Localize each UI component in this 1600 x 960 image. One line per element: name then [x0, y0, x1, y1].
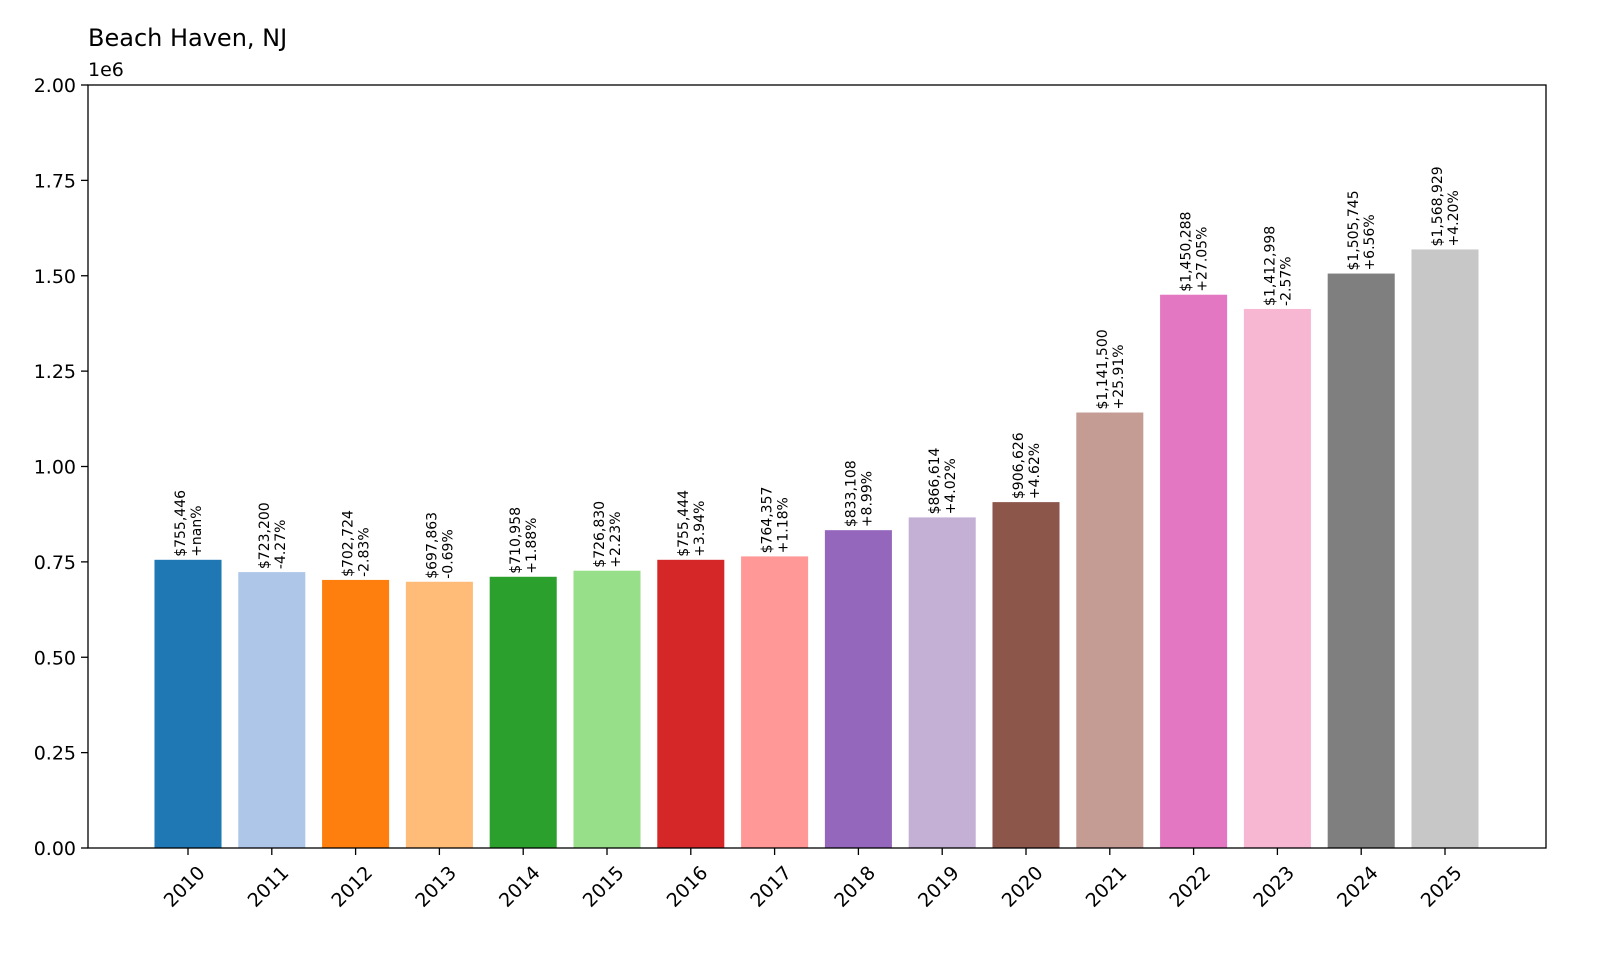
bar-label-2015: $726,830 +2.23%: [592, 501, 624, 568]
bar-value-label: $1,450,288: [1179, 212, 1195, 292]
y-axis-offset-label: 1e6: [88, 59, 124, 81]
x-tick-label: 2015: [579, 862, 629, 912]
bar-change-label: +3.94%: [692, 501, 708, 557]
x-tick-label: 2011: [244, 862, 294, 912]
y-tick-label: 1.75: [34, 170, 76, 192]
bar-labels-group: $755,446 +nan% $723,200 -4.27% $702,724 -2.83…: [173, 166, 1462, 578]
bar-change-label: +6.56%: [1362, 214, 1378, 270]
bar-change-label: +1.88%: [524, 518, 540, 574]
x-tick-label: 2013: [411, 862, 461, 912]
bar-2010: [154, 559, 222, 848]
bars-group: [154, 249, 1479, 849]
y-tick-label: 1.25: [34, 361, 76, 383]
bar-label-2018: $833,108 +8.99%: [843, 460, 875, 527]
bar-label-2019: $866,614 +4.02%: [927, 447, 959, 514]
bar-value-label: $710,958: [508, 507, 524, 574]
bar-change-label: -2.57%: [1278, 256, 1294, 306]
bar-value-label: $723,200: [257, 502, 273, 569]
y-tick-label: 2.00: [34, 75, 76, 97]
x-tick-label: 2025: [1417, 862, 1467, 912]
bar-label-2016: $755,444 +3.94%: [676, 490, 708, 557]
x-tick-label: 2016: [663, 862, 713, 912]
bar-value-label: $866,614: [927, 447, 943, 514]
bar-value-label: $755,446: [173, 490, 189, 557]
bar-2018: [824, 530, 892, 848]
bar-2019: [908, 517, 976, 848]
bar-change-label: +4.02%: [943, 458, 959, 514]
bar-label-2017: $764,357 +1.18%: [760, 487, 792, 554]
bar-label-2023: $1,412,998 -2.57%: [1262, 226, 1294, 306]
bar-label-2011: $723,200 -4.27%: [257, 502, 289, 569]
x-tick-label: 2020: [998, 862, 1048, 912]
chart-title: Beach Haven, NJ: [88, 24, 287, 52]
bar-label-2022: $1,450,288 +27.05%: [1179, 212, 1211, 292]
bar-2023: [1243, 308, 1311, 848]
bar-label-2024: $1,505,745 +6.56%: [1346, 190, 1378, 270]
bar-value-label: $1,505,745: [1346, 190, 1362, 270]
bar-2022: [1160, 294, 1228, 849]
bar-label-2012: $702,724 -2.83%: [341, 510, 373, 577]
bar-change-label: +27.05%: [1195, 227, 1211, 292]
bar-change-label: +25.91%: [1111, 344, 1127, 409]
bar-value-label: $1,141,500: [1095, 329, 1111, 409]
x-tick-label: 2018: [830, 862, 880, 912]
y-tick-label: 0.75: [34, 552, 76, 574]
bar-value-label: $726,830: [592, 501, 608, 568]
y-tick-label: 1.00: [34, 457, 76, 479]
bar-2016: [657, 559, 725, 848]
bar-2021: [1076, 412, 1144, 848]
bar-2014: [489, 576, 557, 848]
bar-value-label: $702,724: [341, 510, 357, 577]
bar-value-label: $697,863: [424, 512, 440, 579]
bar-value-label: $906,626: [1011, 432, 1027, 499]
bar-change-label: -2.83%: [357, 527, 373, 577]
bar-change-label: -0.69%: [440, 529, 456, 579]
bar-2017: [741, 556, 809, 848]
bar-change-label: +8.99%: [859, 471, 875, 527]
x-tick-label: 2017: [746, 862, 796, 912]
x-tick-label: 2010: [160, 862, 210, 912]
bar-change-label: -4.27%: [273, 520, 289, 570]
bar-change-label: +2.23%: [608, 511, 624, 567]
bar-2024: [1327, 273, 1395, 848]
x-tick-label: 2012: [327, 862, 377, 912]
bar-value-label: $1,412,998: [1262, 226, 1278, 306]
x-tick-label: 2019: [914, 862, 964, 912]
bar-2011: [238, 572, 306, 848]
bar-label-2013: $697,863 -0.69%: [424, 512, 456, 579]
x-tick-label: 2022: [1165, 862, 1215, 912]
bar-label-2021: $1,141,500 +25.91%: [1095, 329, 1127, 409]
bar-2020: [992, 502, 1060, 848]
x-tick-label: 2021: [1082, 862, 1132, 912]
bar-change-label: +1.18%: [776, 497, 792, 553]
bar-value-label: $833,108: [843, 460, 859, 527]
bar-change-label: +nan%: [189, 505, 205, 556]
y-tick-label: 1.50: [34, 266, 76, 288]
x-tick-label: 2014: [495, 862, 545, 912]
bar-change-label: +4.20%: [1446, 190, 1462, 246]
x-tick-label: 2024: [1333, 862, 1383, 912]
x-tick-label: 2023: [1249, 862, 1299, 912]
bar-2025: [1411, 249, 1479, 848]
bar-2015: [573, 570, 641, 848]
bar-value-label: $755,444: [676, 490, 692, 557]
y-tick-label: 0.25: [34, 743, 76, 765]
bar-label-2010: $755,446 +nan%: [173, 490, 205, 557]
bar-change-label: +4.62%: [1027, 443, 1043, 499]
plot-frame: [87, 84, 1547, 849]
bar-2012: [322, 579, 390, 848]
y-tick-label: 0.50: [34, 647, 76, 669]
bar-label-2025: $1,568,929 +4.20%: [1430, 166, 1462, 246]
bar-label-2014: $710,958 +1.88%: [508, 507, 540, 574]
bar-value-label: $764,357: [760, 487, 776, 554]
bar-2013: [405, 581, 473, 848]
y-tick-label: 0.00: [34, 838, 76, 860]
bar-value-label: $1,568,929: [1430, 166, 1446, 246]
bar-label-2020: $906,626 +4.62%: [1011, 432, 1043, 499]
